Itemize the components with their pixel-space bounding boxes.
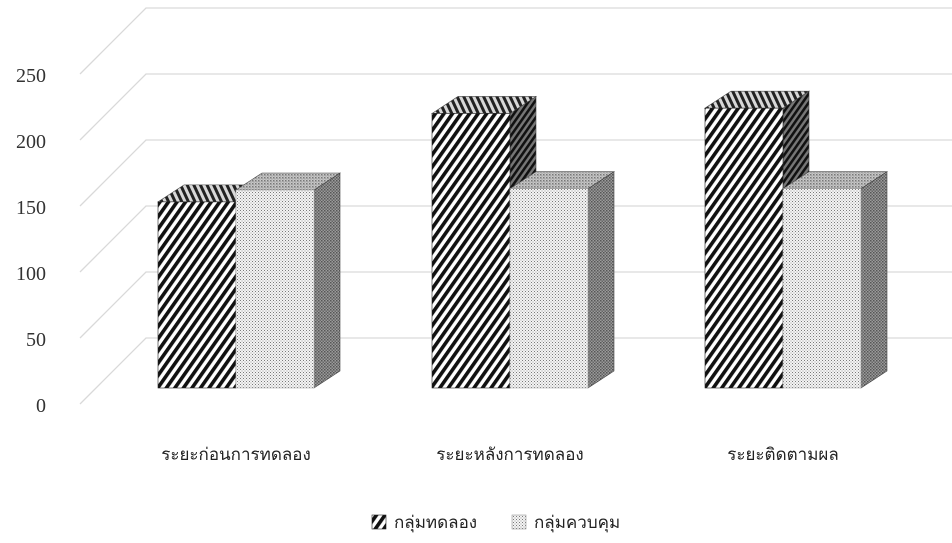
gridline — [79, 271, 952, 339]
y-tick-label: 0 — [36, 395, 46, 417]
x-category-label: ระยะก่อนการทดลอง — [161, 445, 311, 464]
bar-front — [509, 188, 589, 389]
bar-side — [860, 171, 888, 389]
bars — [156, 90, 889, 389]
bar-side — [313, 172, 341, 389]
y-tick-label: 250 — [16, 65, 46, 87]
gridline — [79, 337, 952, 405]
bar-front — [431, 113, 511, 389]
gridline — [79, 205, 952, 273]
y-tick-label: 100 — [16, 263, 46, 285]
x-category-label: ระยะหลังการทดลอง — [436, 445, 583, 464]
bar — [781, 171, 889, 389]
bar — [508, 171, 616, 389]
legend-swatch — [371, 514, 387, 530]
legend-item: กลุ่มทดลอง — [371, 513, 477, 533]
x-category-label: ระยะติดตามผล — [727, 445, 839, 464]
bar-front — [235, 189, 315, 389]
bar — [234, 172, 342, 389]
legend: กลุ่มทดลอง กลุ่มควบคุม — [371, 513, 620, 533]
y-tick-label: 150 — [16, 197, 46, 219]
bar-side — [587, 171, 615, 389]
gridline — [79, 7, 952, 75]
bar-front — [782, 188, 862, 389]
bar-front — [157, 201, 237, 389]
x-axis: ระยะก่อนการทดลอง ระยะหลังการทดลอง ระยะติดต… — [161, 445, 839, 464]
bar — [430, 95, 538, 389]
gridline — [79, 139, 952, 207]
bar-front — [704, 107, 784, 389]
legend-item: กลุ่มควบคุม — [511, 513, 620, 533]
legend-label: กลุ่มทดลอง — [394, 513, 477, 533]
legend-swatch — [511, 514, 527, 530]
gridline — [79, 73, 952, 141]
gridlines — [79, 7, 952, 405]
y-tick-label: 50 — [26, 329, 46, 351]
legend-label: กลุ่มควบคุม — [534, 513, 620, 533]
y-tick-label: 200 — [16, 131, 46, 153]
y-axis: 0 50 100 150 200 250 — [16, 65, 46, 417]
